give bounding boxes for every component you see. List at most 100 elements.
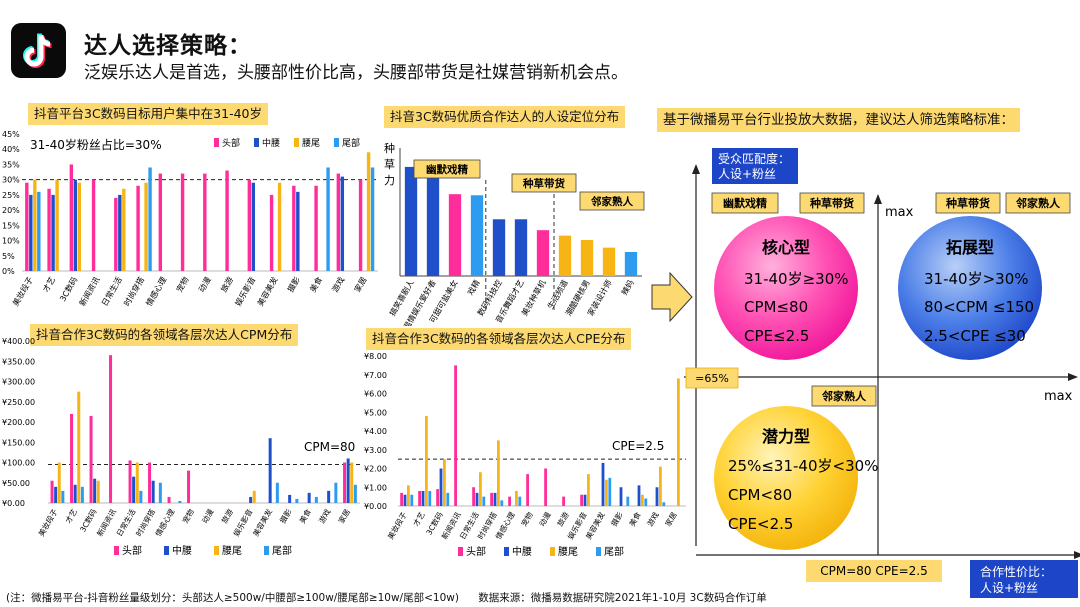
- bar-腰尾: [277, 182, 282, 271]
- legend-label: 头部: [122, 544, 142, 557]
- bar-头部: [358, 179, 363, 271]
- bar-尾部: [295, 498, 299, 503]
- y-tick-label: 20%: [2, 206, 20, 215]
- bar-中腰: [637, 485, 641, 506]
- y-tick-label: ¥0.00: [2, 499, 25, 508]
- x-category-label: 美妆段子: [10, 275, 35, 308]
- bar-头部: [336, 173, 341, 271]
- core-line2: CPM≤80: [744, 298, 808, 316]
- legend-swatch: [114, 546, 119, 555]
- y-tick-label: ¥150.00: [2, 438, 35, 447]
- bar-腰尾: [587, 474, 590, 506]
- persona-tag-label: 幽默戏精: [426, 163, 468, 176]
- bar-头部: [91, 179, 96, 271]
- legend-label: 中腰: [512, 545, 532, 558]
- svg-text:邻家熟人: 邻家熟人: [1015, 196, 1061, 210]
- bar-头部: [187, 470, 191, 503]
- bar-腰尾: [77, 391, 81, 503]
- chart1-title: 抖音平台3C数码目标用户集中在31-40岁: [28, 103, 269, 125]
- x-category-label: 宠物: [519, 510, 535, 528]
- x-category-label: 3C数码: [57, 275, 79, 303]
- bar-中腰: [118, 194, 122, 271]
- bar-头部: [508, 496, 511, 506]
- bar-腰尾: [122, 188, 126, 271]
- x-category-label: 辣妈: [619, 278, 636, 297]
- bar-尾部: [178, 500, 182, 503]
- bar-头部: [203, 173, 207, 271]
- legend-label: 中腰: [262, 137, 280, 149]
- bar-中腰: [151, 480, 155, 503]
- bar-腰尾: [425, 416, 428, 506]
- core-tag-seeding: 种草带货: [799, 192, 865, 214]
- footnote: (注：微播易平台-抖音粉丝量级划分：头部达人≥500w/中腰部≥100w/腰尾部…: [6, 590, 767, 605]
- bar-中腰: [132, 476, 136, 503]
- bar-尾部: [326, 167, 330, 271]
- bar-腰尾: [144, 182, 148, 271]
- legend-swatch: [214, 546, 219, 555]
- bar-中腰: [307, 492, 311, 503]
- x-category-label: 娱乐影音: [233, 275, 258, 308]
- bar-腰尾: [641, 494, 644, 506]
- bar-腰尾: [677, 378, 680, 506]
- bar-尾部: [626, 496, 630, 506]
- bar-头部: [158, 173, 163, 271]
- persona-tag-box: [511, 173, 577, 193]
- x-category-label: 美食: [297, 507, 313, 525]
- bar-头部: [225, 170, 229, 271]
- y-tick-label: ¥300.00: [2, 378, 35, 387]
- svg-text:CPM=80 CPE=2.5: CPM=80 CPE=2.5: [820, 564, 927, 578]
- bar-中腰: [439, 468, 443, 506]
- y-tick-label: ¥3.00: [364, 446, 387, 455]
- bar-中腰: [268, 438, 272, 503]
- persona-bar: [404, 166, 418, 276]
- x-category-label: 动漫: [199, 507, 215, 525]
- potential-tag-neighbor: 邻家熟人: [811, 385, 877, 407]
- chart2-title: 抖音3C数码优质合作达人的人设定位分布: [384, 106, 626, 128]
- x-category-label: 宠物: [174, 275, 191, 294]
- bar-中腰: [73, 179, 78, 271]
- strategy-quadrant: 幽默戏精 种草带货 种草带货 邻家熟人 邻家熟人 核心型 31-40岁≥30% …: [651, 148, 1080, 598]
- bar-中腰: [73, 484, 77, 503]
- bar-腰尾: [366, 152, 371, 271]
- persona-bar: [580, 240, 594, 276]
- y-tick-label: 40%: [2, 145, 20, 154]
- legend-swatch: [596, 547, 601, 556]
- bar-尾部: [275, 482, 279, 503]
- y-tick-label: ¥4.00: [364, 427, 387, 436]
- legend-swatch: [550, 547, 555, 556]
- threshold-x-label: CPM=80 CPE=2.5: [806, 560, 942, 582]
- bar-中腰: [327, 490, 331, 503]
- x-category-label: 才艺: [63, 507, 79, 525]
- bar-尾部: [428, 491, 432, 506]
- x-category-label: 才艺: [40, 275, 57, 294]
- bar-尾部: [353, 484, 357, 503]
- bar-尾部: [410, 494, 414, 506]
- tiktok-logo-icon: [11, 23, 66, 78]
- svg-text:幽默戏精: 幽默戏精: [723, 196, 767, 210]
- bar-中腰: [54, 486, 58, 503]
- bar-腰尾: [659, 466, 662, 506]
- chart4-annotation: CPE=2.5: [612, 439, 664, 453]
- bar-尾部: [446, 492, 450, 506]
- bar-尾部: [158, 482, 162, 503]
- persona-tag-label: 种草带货: [522, 177, 565, 190]
- bar-头部: [50, 480, 54, 503]
- bar-尾部: [314, 496, 318, 503]
- page-title: 达人选择策略：: [84, 33, 252, 59]
- y-tick-label: ¥1.00: [364, 483, 387, 492]
- bar-尾部: [139, 490, 143, 503]
- bar-腰尾: [252, 490, 256, 503]
- legend-label: 头部: [222, 137, 240, 149]
- x-category-label: 游戏: [330, 275, 347, 294]
- x-category-label: 游戏: [316, 507, 332, 525]
- bar-腰尾: [407, 485, 410, 506]
- bar-中腰: [93, 478, 97, 503]
- bar-头部: [544, 468, 547, 506]
- bar-尾部: [482, 496, 486, 506]
- bar-尾部: [61, 490, 65, 503]
- max-top-label: max: [885, 205, 914, 220]
- svg-text:种草带货: 种草带货: [809, 196, 854, 210]
- x-category-label: 摄影: [277, 507, 293, 525]
- bar-尾部: [37, 191, 41, 271]
- expand-tag-seeding: 种草带货: [935, 192, 1001, 214]
